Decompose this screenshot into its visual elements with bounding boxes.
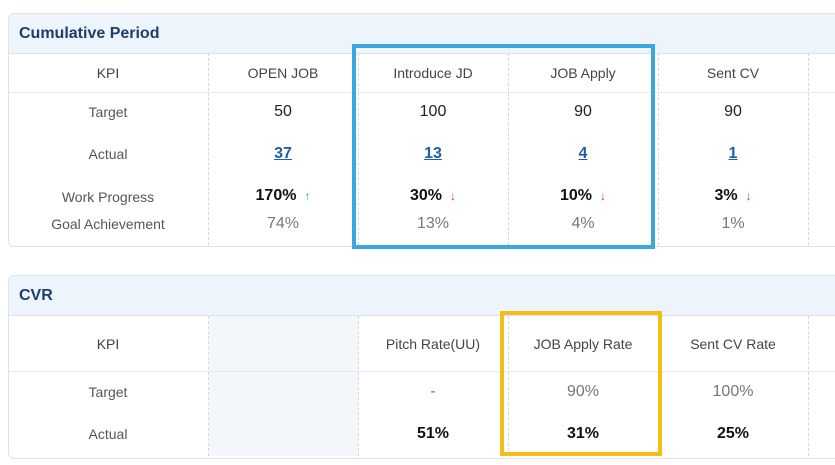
job-apply-progress: 10%	[559, 187, 593, 204]
kpi-column-header: KPI	[96, 335, 120, 352]
cvr-title: CVR	[9, 276, 835, 316]
job-apply-rate-target: 90%	[566, 383, 600, 400]
cvr-actual-row-label: Actual	[88, 426, 128, 442]
sent-cv-actual-cell: 1	[658, 142, 808, 166]
sent-cv-column-header: Sent CV	[706, 64, 760, 81]
sent-cv-rate-actual: 25%	[716, 425, 750, 442]
column-divider	[508, 53, 509, 245]
cvr-target-row-label: Target	[88, 384, 128, 400]
empty-column-shading	[209, 316, 358, 456]
job-apply-achievement: 4%	[571, 215, 595, 232]
introduce-jd-achievement: 13%	[416, 215, 450, 232]
blank-column-header	[208, 316, 358, 371]
introduce-jd-actual-link[interactable]: 13	[424, 145, 442, 162]
header-row-divider	[9, 92, 835, 93]
arrow-up-icon: ↑	[304, 189, 311, 203]
column-divider	[508, 316, 509, 456]
sent-cv-target: 90	[724, 103, 742, 120]
sent-cv-rate-column-header: Sent CV Rate	[690, 335, 776, 352]
cvr-card: CVR	[8, 275, 835, 459]
pitch-rate-target: -	[430, 383, 436, 400]
open-job-progress: 170%	[255, 187, 297, 204]
job-apply-rate-actual: 31%	[566, 425, 600, 442]
header-row-divider	[9, 371, 835, 372]
sent-cv-progress-cell: 3% ↓	[658, 184, 808, 208]
job-apply-progress-cell: 10% ↓	[508, 184, 658, 208]
cumulative-period-title: Cumulative Period	[9, 14, 835, 54]
job-apply-target: 90	[574, 103, 592, 120]
column-divider	[808, 53, 809, 245]
column-divider	[358, 53, 359, 245]
pitch-rate-column-header: Pitch Rate(UU)	[385, 335, 481, 352]
introduce-jd-target: 100	[419, 103, 447, 120]
open-job-target: 50	[274, 103, 292, 120]
cumulative-period-card: Cumulative Period	[8, 13, 835, 247]
sent-cv-rate-target: 100%	[712, 383, 754, 400]
sent-cv-actual-link[interactable]: 1	[728, 145, 738, 162]
introduce-jd-column-header: Introduce JD	[393, 64, 473, 81]
goal-achievement-row-label: Goal Achievement	[51, 216, 165, 232]
target-row-label: Target	[88, 104, 128, 120]
column-divider	[358, 316, 359, 456]
actual-row-label: Actual	[88, 146, 128, 162]
open-job-actual-cell: 37	[208, 142, 358, 166]
column-divider	[208, 53, 209, 245]
sent-cv-progress: 3%	[714, 187, 738, 204]
open-job-actual-link[interactable]: 37	[274, 145, 292, 162]
open-job-progress-cell: 170% ↑	[208, 184, 358, 208]
introduce-jd-actual-cell: 13	[358, 142, 508, 166]
arrow-down-icon: ↓	[745, 189, 752, 203]
arrow-down-icon: ↓	[450, 189, 457, 203]
job-apply-column-header: JOB Apply	[550, 64, 616, 81]
introduce-jd-progress-cell: 30% ↓	[358, 184, 508, 208]
open-job-achievement: 74%	[266, 215, 300, 232]
column-divider	[658, 53, 659, 245]
introduce-jd-progress: 30%	[409, 187, 443, 204]
job-apply-actual-cell: 4	[508, 142, 658, 166]
job-apply-rate-column-header: JOB Apply Rate	[533, 335, 633, 352]
sent-cv-achievement: 1%	[721, 215, 745, 232]
open-job-column-header: OPEN JOB	[247, 64, 319, 81]
work-progress-row-label: Work Progress	[61, 189, 155, 205]
pitch-rate-actual: 51%	[416, 425, 450, 442]
job-apply-actual-link[interactable]: 4	[578, 145, 588, 162]
column-divider	[208, 316, 209, 456]
column-divider	[808, 316, 809, 456]
arrow-down-icon: ↓	[600, 189, 607, 203]
kpi-column-header: KPI	[96, 64, 120, 81]
